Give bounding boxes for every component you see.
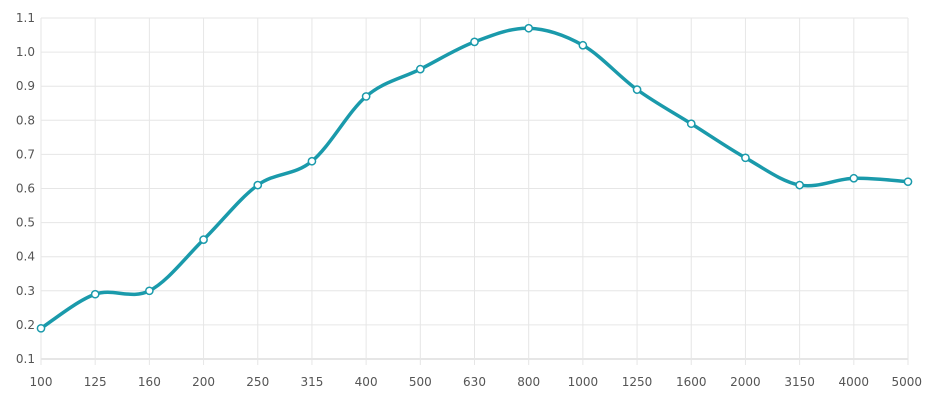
x-tick-label: 2000: [730, 375, 761, 389]
x-tick-label: 160: [138, 375, 161, 389]
x-tick-label: 500: [409, 375, 432, 389]
data-point[interactable]: [903, 177, 913, 187]
data-point[interactable]: [90, 289, 100, 299]
data-point[interactable]: [632, 85, 642, 94]
data-point[interactable]: [415, 64, 425, 74]
grid: [40, 17, 909, 365]
y-tick-label: 0.1: [16, 352, 35, 366]
x-tick-label: 400: [355, 375, 378, 389]
data-point[interactable]: [199, 235, 208, 244]
data-point[interactable]: [578, 40, 588, 50]
x-tick-label: 315: [300, 375, 323, 389]
x-tick-label: 250: [246, 375, 269, 389]
data-point[interactable]: [361, 92, 371, 101]
x-tick-label: 3150: [784, 375, 815, 389]
x-tick-label: 5000: [891, 375, 922, 389]
y-tick-label: 0.4: [16, 250, 35, 264]
x-tick-label: 100: [30, 375, 53, 389]
y-axis-ticks: 0.1 0.2 0.3 0.4 0.5 0.6 0.7 0.8 0.9 1.0 1.1: [16, 11, 35, 366]
x-tick-label: 4000: [839, 375, 870, 389]
x-tick-label: 800: [517, 375, 540, 389]
x-tick-label: 1600: [676, 375, 707, 389]
y-tick-label: 0.7: [16, 147, 35, 161]
data-point[interactable]: [470, 37, 479, 47]
y-tick-label: 0.2: [16, 318, 35, 332]
y-tick-label: 1.0: [16, 45, 35, 59]
x-tick-label: 1250: [622, 375, 653, 389]
data-point[interactable]: [307, 156, 317, 166]
x-tick-label: 125: [84, 375, 107, 389]
data-point[interactable]: [145, 286, 154, 296]
y-tick-label: 0.9: [16, 79, 35, 93]
y-tick-label: 0.3: [16, 284, 35, 298]
data-points: [36, 23, 913, 333]
data-point[interactable]: [849, 173, 859, 183]
x-tick-label: 630: [463, 375, 486, 389]
data-point[interactable]: [741, 153, 750, 163]
data-point[interactable]: [686, 119, 696, 129]
data-point[interactable]: [253, 180, 263, 190]
data-point[interactable]: [36, 323, 46, 333]
y-tick-label: 0.5: [16, 216, 35, 230]
data-point[interactable]: [524, 23, 534, 33]
y-tick-label: 1.1: [16, 11, 35, 25]
y-tick-label: 0.8: [16, 113, 35, 127]
x-axis-ticks: 100 125 160 200 250 315 400 500 630 800 1000 1250 16…: [30, 375, 922, 389]
y-tick-label: 0.6: [16, 182, 35, 196]
x-tick-label: 1000: [568, 375, 599, 389]
data-point[interactable]: [795, 180, 804, 190]
x-tick-label: 200: [192, 375, 215, 389]
